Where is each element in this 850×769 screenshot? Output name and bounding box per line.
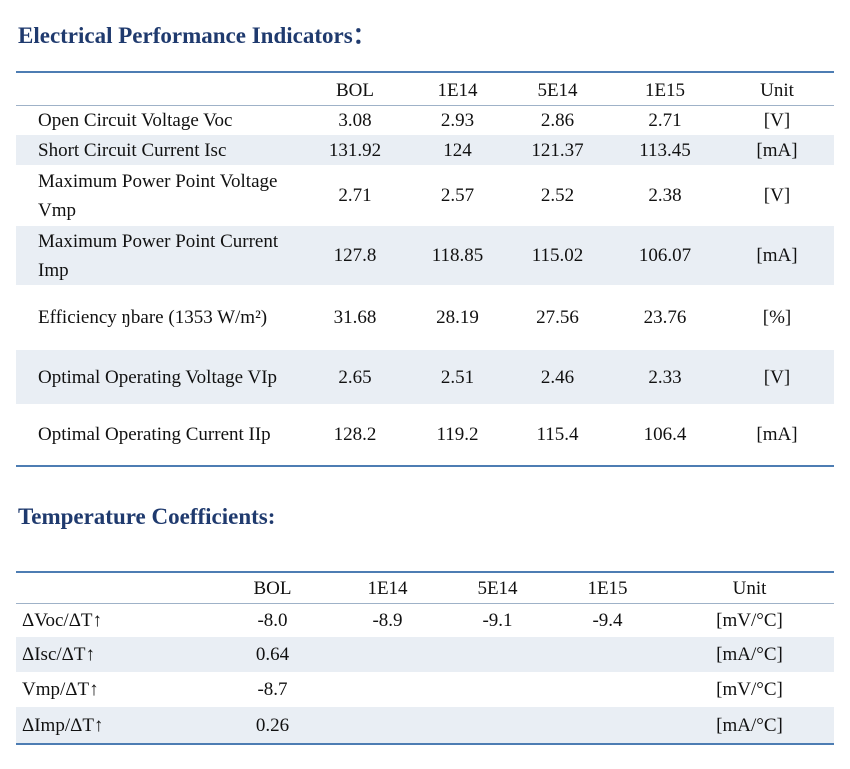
table: BOL 1E14 5E14 1E15 Unit Open Circuit Voltage … — [16, 71, 834, 467]
cell: 27.56 — [536, 307, 579, 328]
cell: 115.02 — [505, 226, 610, 285]
cell: 2.71 — [648, 109, 682, 131]
cell — [330, 672, 445, 707]
column-header: 1E15 — [610, 72, 720, 106]
cell — [330, 707, 445, 744]
table-row: ΔImp/ΔT↑ 0.26 [mA/°C] — [16, 707, 834, 744]
cell: 119.2 — [436, 424, 479, 445]
cell — [550, 707, 665, 744]
cell: [mA] — [720, 135, 834, 165]
column-header: 1E14 — [330, 572, 445, 604]
row-label: Efficiency ŋbare (1353 W/m²) — [38, 307, 268, 328]
cell: [%] — [762, 307, 792, 328]
row-label: Maximum Power Point Current Imp — [16, 226, 300, 285]
cell: [V] — [763, 109, 791, 131]
cell: 2.93 — [440, 109, 475, 131]
cell: 2.52 — [540, 185, 575, 206]
cell: [mA] — [756, 424, 798, 445]
cell: [V] — [720, 350, 834, 404]
cell: [mA/°C] — [665, 637, 834, 672]
cell: [mV/°C] — [716, 609, 783, 631]
cell: -9.4 — [592, 609, 623, 631]
cell: 2.51 — [410, 350, 505, 404]
table-row: Short Circuit Current Isc 131.92 124 121.37… — [16, 135, 834, 165]
cell: 113.45 — [610, 135, 720, 165]
table-row: Open Circuit Voltage Voc 3.08 2.93 2.86 2.71… — [16, 105, 834, 135]
header-row: BOL 1E14 5E14 1E15 Unit — [16, 572, 834, 604]
cell — [330, 637, 445, 672]
column-header: Unit — [665, 572, 834, 604]
cell: 2.86 — [540, 109, 575, 131]
table-row: ΔIsc/ΔT↑ 0.64 [mA/°C] — [16, 637, 834, 672]
table-row: Maximum Power Point Voltage Vmp 2.71 2.57 2… — [16, 165, 834, 226]
row-label: ΔImp/ΔT↑ — [16, 707, 215, 744]
table-row: ΔVoc/ΔT↑ -8.0 -8.9 -9.1 -9.4 [mV/°C] — [16, 603, 834, 637]
cell: 131.92 — [300, 135, 410, 165]
section-title: Temperature Coefficients: — [18, 504, 276, 529]
row-label: Short Circuit Current Isc — [16, 135, 300, 165]
cell: 28.19 — [436, 307, 479, 328]
cell — [445, 707, 550, 744]
table-row: Maximum Power Point Current Imp 127.8 118.… — [16, 226, 834, 285]
cell: 124 — [410, 135, 505, 165]
cell — [445, 637, 550, 672]
cell: 0.64 — [215, 637, 330, 672]
table-row: Vmp/ΔT↑ -8.7 [mV/°C] — [16, 672, 834, 707]
cell: 128.2 — [333, 424, 377, 445]
cell: [mA] — [720, 226, 834, 285]
section-title: Electrical Performance Indicators： — [18, 23, 376, 48]
column-header: 5E14 — [505, 72, 610, 106]
cell: 2.38 — [648, 185, 682, 206]
row-label: Maximum Power Point Voltage Vmp — [38, 170, 278, 221]
column-header: Unit — [720, 72, 834, 106]
row-label: ΔIsc/ΔT↑ — [16, 637, 215, 672]
cell: 106.07 — [610, 226, 720, 285]
row-label: Vmp/ΔT↑ — [22, 679, 99, 700]
cell — [550, 637, 665, 672]
cell: 2.71 — [338, 185, 372, 206]
table-row: Efficiency ŋbare (1353 W/m²) 31.68 28.19 27… — [16, 285, 834, 350]
column-header: 5E14 — [445, 572, 550, 604]
cell: 2.33 — [610, 350, 720, 404]
cell: [V] — [763, 185, 791, 206]
cell: 106.4 — [643, 424, 687, 445]
cell: 2.46 — [505, 350, 610, 404]
cell: -8.7 — [257, 679, 288, 700]
cell: 23.76 — [643, 307, 687, 328]
cell: 2.57 — [440, 185, 475, 206]
header-cell — [16, 572, 215, 604]
cell: 115.4 — [536, 424, 579, 445]
row-label: Optimal Operating Voltage VIp — [16, 350, 300, 404]
cell: -8.0 — [257, 609, 288, 631]
cell: 31.68 — [333, 307, 377, 328]
table-row: Optimal Operating Current IIp 128.2 119.2 1… — [16, 404, 834, 466]
cell: -8.9 — [372, 609, 403, 631]
cell: [mA/°C] — [665, 707, 834, 744]
header-cell — [16, 72, 300, 106]
table-row: Optimal Operating Voltage VIp 2.65 2.51 2.4… — [16, 350, 834, 404]
cell — [445, 672, 550, 707]
cell — [550, 672, 665, 707]
header-row: BOL 1E14 5E14 1E15 Unit — [16, 72, 834, 106]
column-header: BOL — [215, 572, 330, 604]
column-header: 1E15 — [550, 572, 665, 604]
column-header: 1E14 — [410, 72, 505, 106]
cell: 2.65 — [300, 350, 410, 404]
cell: -9.1 — [482, 609, 513, 631]
table: BOL 1E14 5E14 1E15 Unit ΔVoc/ΔT↑ -8.0 -8.9 -9.1 -… — [16, 571, 834, 745]
cell: [mV/°C] — [716, 679, 783, 700]
row-label: Open Circuit Voltage Voc — [38, 109, 233, 131]
cell: 0.26 — [215, 707, 330, 744]
column-header: BOL — [300, 72, 410, 106]
cell: 121.37 — [505, 135, 610, 165]
row-label: ΔVoc/ΔT↑ — [22, 609, 103, 631]
cell: 3.08 — [338, 109, 372, 131]
cell: 127.8 — [300, 226, 410, 285]
cell: 118.85 — [410, 226, 505, 285]
row-label: Optimal Operating Current IIp — [38, 424, 271, 445]
